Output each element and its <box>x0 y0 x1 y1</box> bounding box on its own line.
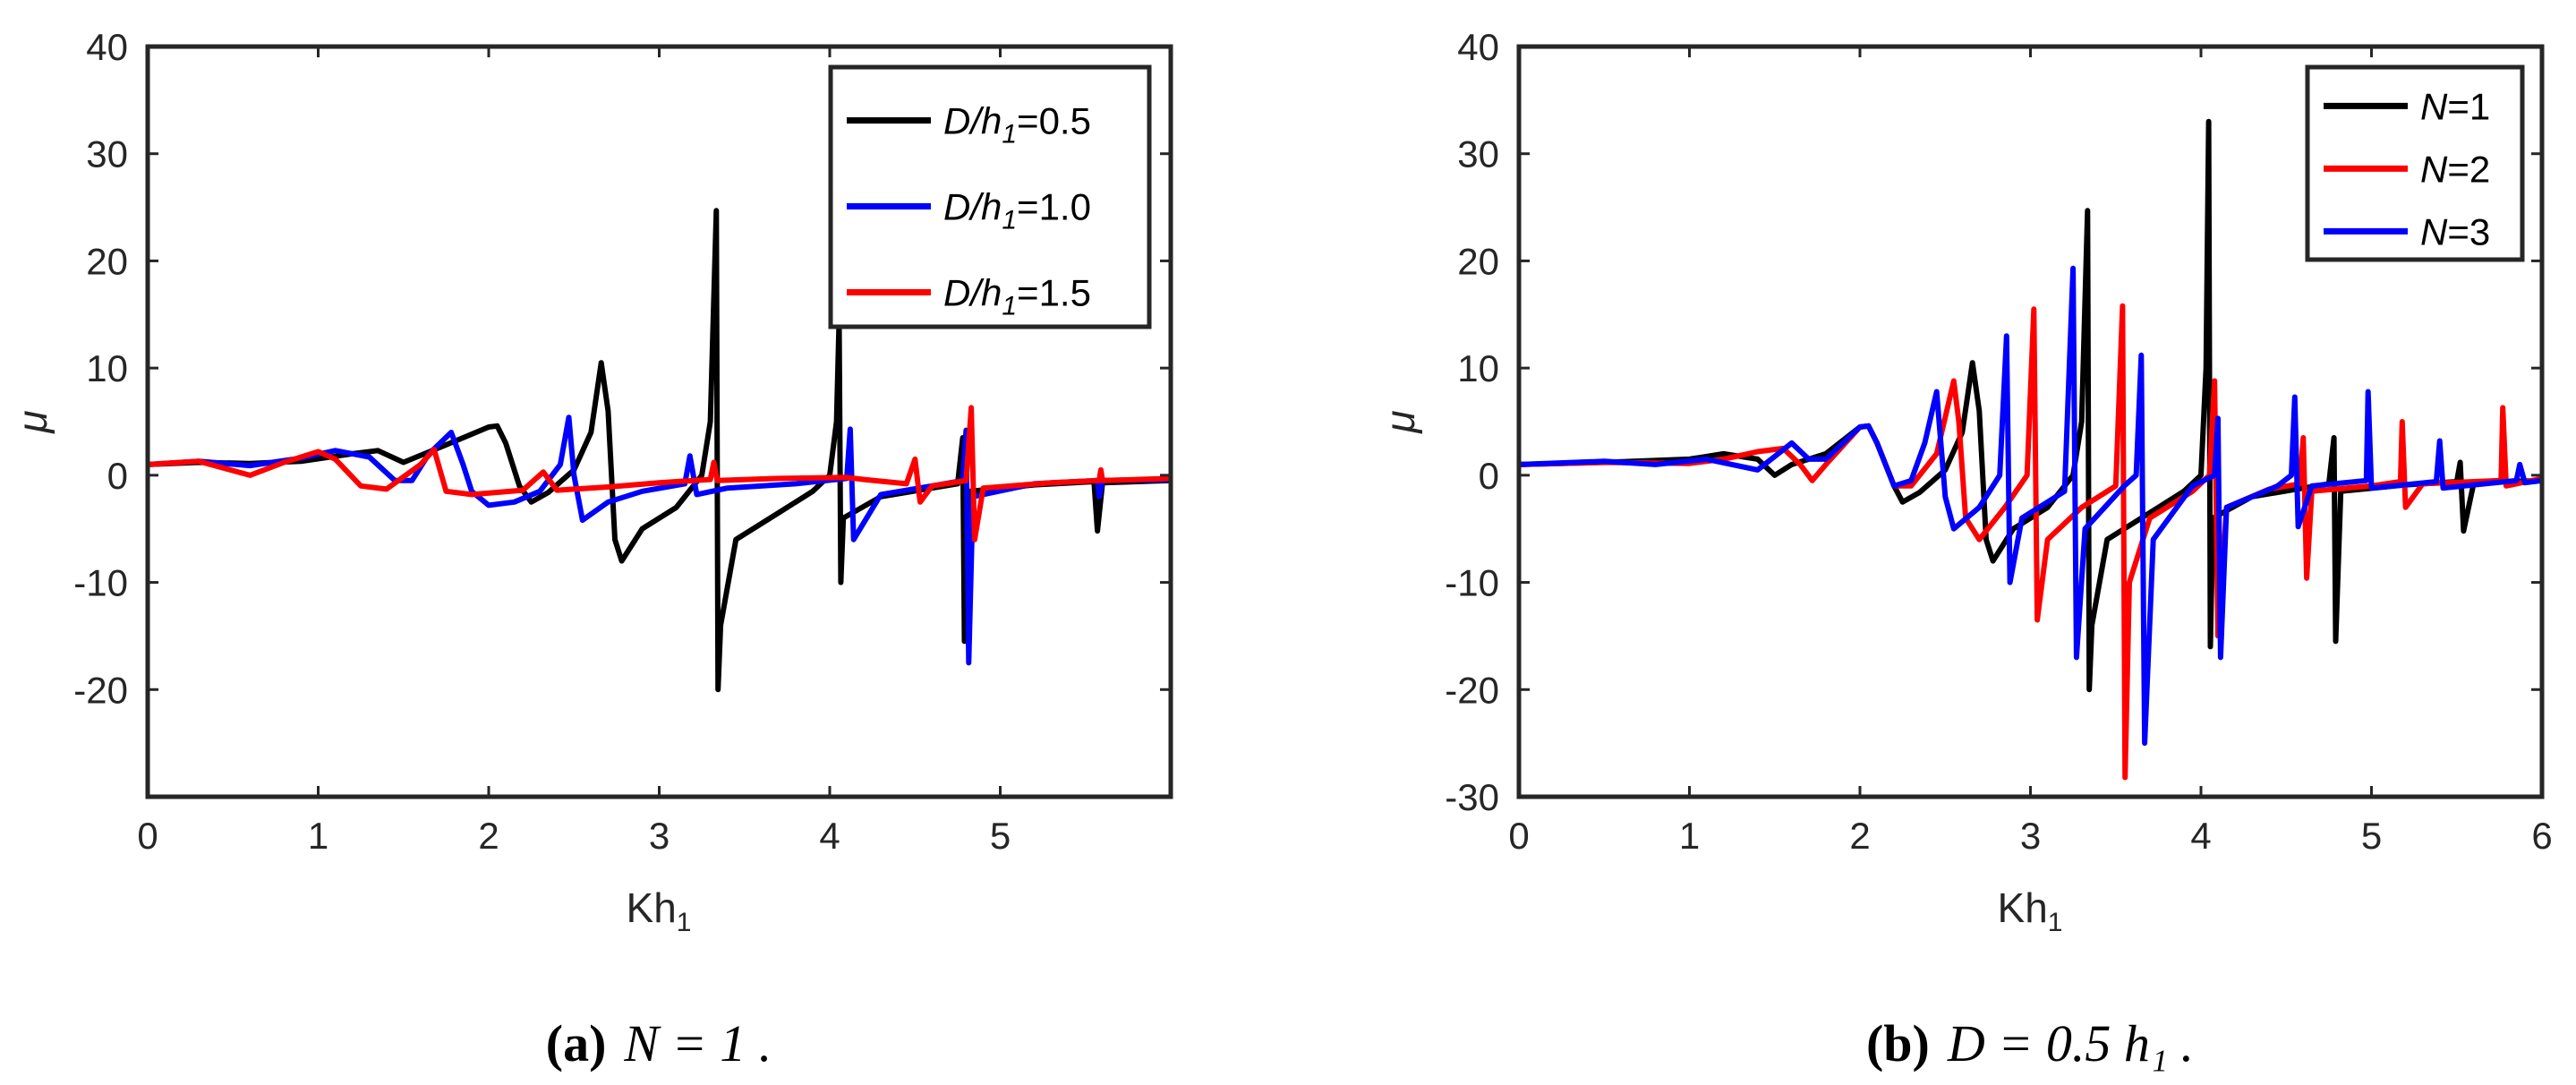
y-tick-label-b-7: 40 <box>1457 26 1499 68</box>
x-tick-label-a-3: 3 <box>649 815 670 857</box>
x-tick-label-a-0: 0 <box>137 815 158 857</box>
x-axis-label-b: Kh1 <box>1998 884 2063 937</box>
y-tick-label-a-5: 30 <box>86 133 128 175</box>
legend-b: N=1 N=2 N=3 <box>2305 64 2525 262</box>
y-tick-label-a-0: -20 <box>73 669 128 711</box>
y-tick-label-a-4: 20 <box>86 240 128 282</box>
x-tick-label-a-4: 4 <box>819 815 840 857</box>
axes-frame-a <box>145 44 1173 799</box>
y-axis-label-a: μ <box>9 410 55 433</box>
y-tick-label-a-1: -10 <box>73 562 128 604</box>
caption-a: (a) N = 1 . <box>546 1014 772 1072</box>
legend-label-a-1: D/h1=0.5 <box>943 100 1091 150</box>
x-tick-label-a-2: 2 <box>478 815 499 857</box>
legend-box-b <box>2305 64 2525 262</box>
y-tick-label-a-3: 10 <box>86 347 128 389</box>
y-tick-label-b-5: 20 <box>1457 240 1499 282</box>
y-tick-label-b-6: 30 <box>1457 133 1499 175</box>
legend-a: D/h1=0.5 D/h1=1.0 D/h1=1.5 <box>828 64 1152 329</box>
x-tick-label-b-0: 0 <box>1508 815 1529 857</box>
x-tick-label-a-1: 1 <box>308 815 328 857</box>
series-line-a-2 <box>148 414 1171 666</box>
x-axis-label-a: Kh1 <box>627 884 692 937</box>
legend-label-b-2: N=2 <box>2420 148 2490 190</box>
x-tick-label-a-5: 5 <box>990 815 1011 857</box>
series-line-b-2 <box>1519 303 2542 781</box>
legend-label-a-3: D/h1=1.5 <box>943 272 1091 321</box>
x-tick-label-b-1: 1 <box>1679 815 1700 857</box>
y-tick-label-b-4: 10 <box>1457 347 1499 389</box>
series-line-a-3 <box>148 405 1171 542</box>
legend-label-b-3: N=3 <box>2420 210 2490 252</box>
x-tick-label-b-6: 6 <box>2531 815 2552 857</box>
x-tick-label-b-3: 3 <box>2020 815 2041 857</box>
y-tick-label-a-6: 40 <box>86 26 128 68</box>
legend-box-a <box>828 64 1152 329</box>
series-line-b-3 <box>1519 265 2542 747</box>
y-tick-label-b-3: 0 <box>1479 455 1499 497</box>
caption-b: (b) D = 0.5 h₁ . <box>1866 1014 2194 1072</box>
y-axis-label-b: μ <box>1377 410 1423 433</box>
x-tick-label-b-5: 5 <box>2361 815 2382 857</box>
y-tick-label-a-2: 0 <box>107 455 128 497</box>
axes-frame-b <box>1516 44 2545 799</box>
y-tick-label-b-1: -20 <box>1445 669 1499 711</box>
x-tick-label-b-4: 4 <box>2190 815 2211 857</box>
y-tick-label-b-0: -30 <box>1445 776 1499 818</box>
x-tick-label-b-2: 2 <box>1849 815 1870 857</box>
legend-label-b-1: N=1 <box>2420 85 2490 127</box>
legend-label-a-2: D/h1=1.0 <box>943 186 1091 235</box>
y-tick-label-b-2: -10 <box>1445 562 1499 604</box>
